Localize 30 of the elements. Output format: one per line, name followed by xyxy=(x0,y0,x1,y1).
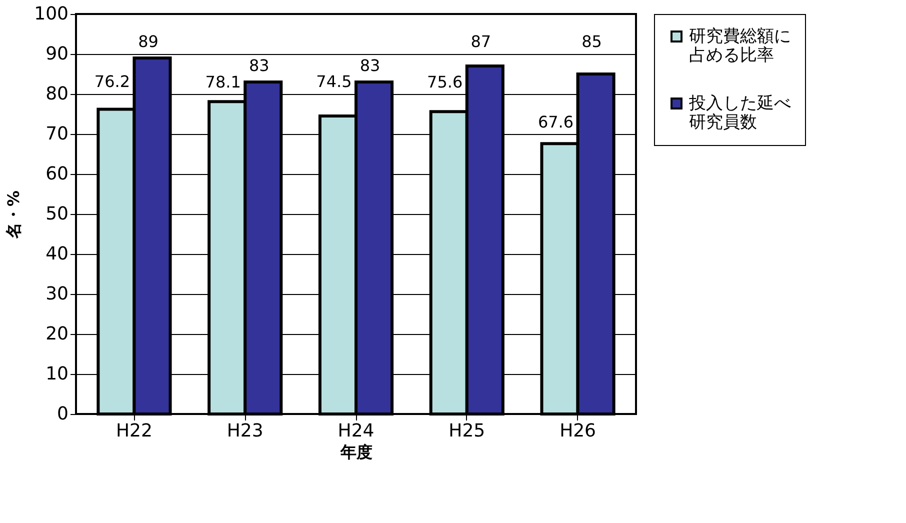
y-tick-label: 90 xyxy=(46,44,68,64)
data-label: 76.2 xyxy=(94,72,130,92)
legend-label: 研究費総額に占める比率 xyxy=(689,26,791,66)
y-tick-label: 50 xyxy=(46,204,68,224)
x-tick-label: H26 xyxy=(560,420,596,442)
y-tick-label: 100 xyxy=(34,4,68,24)
data-label: 83 xyxy=(248,56,270,75)
legend-label: 投入した延べ研究員数 xyxy=(688,94,791,132)
y-tick-label: 0 xyxy=(57,404,68,424)
data-label: 78.1 xyxy=(205,72,241,92)
y-tick-label: 60 xyxy=(46,164,68,184)
y-axis-title: 名・% xyxy=(4,190,24,240)
x-axis-title: 年度 xyxy=(340,442,372,462)
x-tick-label: H24 xyxy=(338,420,374,442)
data-label: 75.6 xyxy=(427,72,463,92)
data-label: 74.5 xyxy=(316,72,352,91)
x-tick-label: H23 xyxy=(226,420,264,442)
x-tick-label: H25 xyxy=(448,420,486,442)
y-tick-label: 10 xyxy=(46,364,68,384)
data-label: 89 xyxy=(138,32,158,51)
data-label: 85 xyxy=(582,32,602,51)
y-tick-label: 30 xyxy=(46,284,68,304)
y-tick-label: 80 xyxy=(46,84,68,104)
x-tick-label: H22 xyxy=(116,420,152,442)
data-label: 87 xyxy=(470,32,492,51)
y-tick-label: 20 xyxy=(46,324,68,344)
y-tick-label: 40 xyxy=(46,244,68,264)
data-label: 67.6 xyxy=(538,112,574,132)
data-label: 83 xyxy=(360,56,380,75)
y-tick-label: 70 xyxy=(46,124,68,144)
